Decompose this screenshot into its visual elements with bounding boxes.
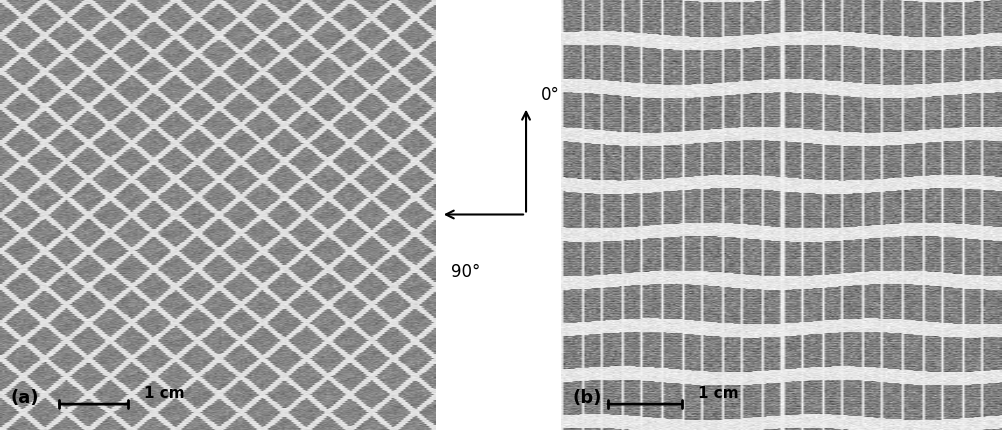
Text: 0°: 0°: [541, 86, 560, 104]
Text: 1 cm: 1 cm: [697, 385, 738, 400]
Text: 90°: 90°: [451, 262, 480, 280]
Text: (b): (b): [572, 388, 601, 406]
Text: 1 cm: 1 cm: [144, 385, 184, 400]
Text: (a): (a): [11, 388, 39, 406]
